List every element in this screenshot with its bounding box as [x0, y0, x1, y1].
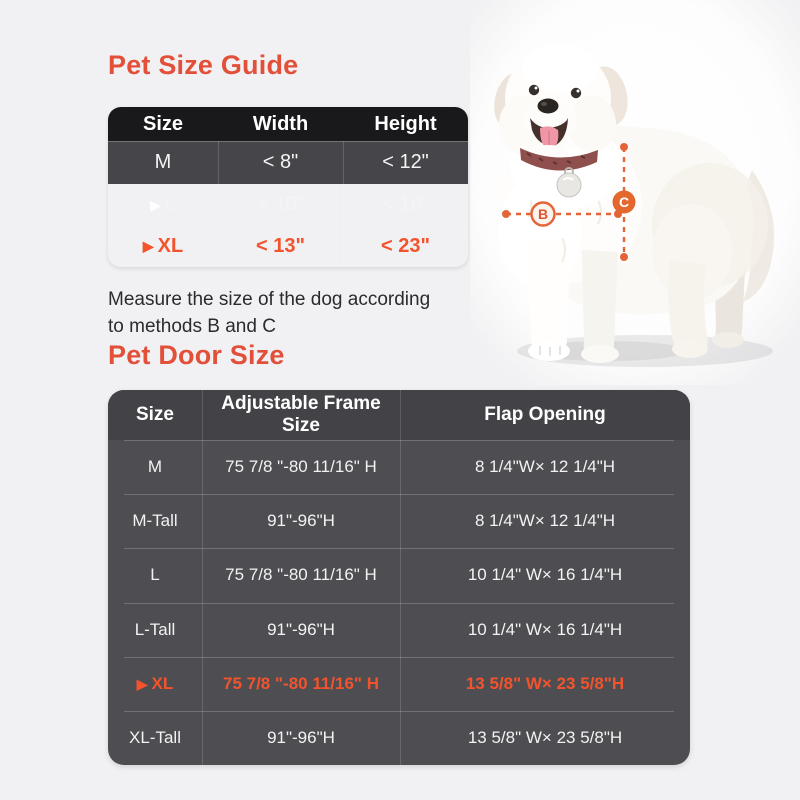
height-cell: < 16" — [382, 193, 429, 215]
size-value: XL — [151, 673, 174, 693]
size-cell: ▶ L — [108, 184, 218, 226]
header-width: Width — [252, 112, 309, 135]
width-cell: < 10" — [257, 193, 304, 215]
measure-c-label: C — [619, 194, 629, 210]
size-cell: M — [108, 440, 202, 494]
size-value: L-Tall — [134, 619, 176, 639]
table-row: ▶ L < 10" < 16" — [108, 184, 468, 226]
measure-b-label: B — [538, 206, 548, 222]
measure-note: Measure the size of the dog according to… — [108, 287, 488, 341]
flap-opening-cell: 10 1/4" W× 16 1/4"H — [467, 619, 623, 639]
column-divider — [218, 141, 219, 267]
measure-c-marker: C — [612, 143, 636, 261]
pet-size-guide-title: Pet Size Guide — [108, 50, 299, 80]
header-size: Size — [135, 404, 175, 425]
header-frame-size: Adjustable Frame Size — [221, 393, 381, 436]
header-height: Height — [374, 112, 437, 135]
size-value: L — [150, 565, 160, 585]
size-value: L — [164, 193, 176, 215]
flap-opening-cell: 13 5/8" W× 23 5/8"H — [467, 727, 623, 747]
dog-illustration: B C — [470, 0, 800, 385]
pet-door-table: Size Adjustable Frame Size Flap Opening … — [108, 390, 690, 765]
pet-size-table: Size Width Height M < 8" < 12" ▶ L < 10" … — [108, 107, 468, 267]
arrow-marker-icon: ▶ — [136, 675, 148, 692]
pet-door-table-body: M 75 7/8 "-80 11/16" H 8 1/4"W× 12 1/4"H… — [108, 440, 690, 765]
flap-opening-cell: 10 1/4" W× 16 1/4"H — [467, 565, 623, 585]
size-cell: ▶ XL — [108, 225, 218, 267]
table-row: ▶ XL 75 7/8 "-80 11/16" H 13 5/8" W× 23 5… — [108, 656, 690, 711]
header-size: Size — [142, 112, 184, 135]
column-divider — [343, 141, 344, 267]
frame-size-cell: 91"-96"H — [267, 619, 335, 639]
size-value: XL — [157, 234, 184, 257]
frame-size-cell: 75 7/8 "-80 11/16" H — [222, 673, 379, 693]
flap-opening-cell: 8 1/4"W× 12 1/4"H — [474, 511, 616, 531]
table-row: L 75 7/8 "-80 11/16" H 10 1/4" W× 16 1/4… — [108, 548, 690, 602]
table-row: M 75 7/8 "-80 11/16" H 8 1/4"W× 12 1/4"H — [108, 440, 690, 494]
frame-size-cell: 75 7/8 "-80 11/16" H — [225, 565, 377, 585]
header-flap-opening: Flap Opening — [484, 404, 606, 425]
size-cell: XL-Tall — [108, 711, 202, 765]
frame-size-cell: 91"-96"H — [267, 727, 335, 747]
dog-photo: B C — [470, 0, 800, 385]
frame-size-cell: 91"-96"H — [267, 511, 335, 531]
size-cell: L — [108, 548, 202, 602]
flap-opening-cell: 13 5/8" W× 23 5/8"H — [465, 673, 625, 693]
height-cell: < 12" — [382, 151, 429, 174]
measure-note-line1: Measure the size of the dog according — [108, 289, 431, 310]
table-row: ▶ XL < 13" < 23" — [108, 225, 468, 267]
width-cell: < 8" — [262, 151, 299, 174]
size-cell: M — [108, 142, 218, 184]
arrow-marker-icon: ▶ — [150, 196, 161, 213]
column-divider — [400, 390, 401, 765]
frame-size-cell: 75 7/8 "-80 11/16" H — [225, 457, 377, 477]
pet-door-size-title: Pet Door Size — [108, 340, 285, 370]
width-cell: < 13" — [256, 234, 305, 257]
pet-size-table-body: M < 8" < 12" ▶ L < 10" < 16" ▶ XL < 13" < … — [108, 141, 468, 267]
arrow-marker-icon: ▶ — [142, 238, 154, 255]
measure-note-line2: to methods B and C — [108, 315, 276, 337]
table-row: XL-Tall 91"-96"H 13 5/8" W× 23 5/8"H — [108, 710, 690, 765]
pet-size-table-header: Size Width Height — [108, 107, 468, 141]
table-row: L-Tall 91"-96"H 10 1/4" W× 16 1/4"H — [108, 602, 690, 657]
flap-opening-cell: 8 1/4"W× 12 1/4"H — [474, 457, 616, 477]
height-cell: < 23" — [381, 234, 430, 257]
table-row: M-Tall 91"-96"H 8 1/4"W× 12 1/4"H — [108, 494, 690, 548]
column-divider — [202, 390, 203, 765]
table-row: M < 8" < 12" — [108, 141, 468, 184]
size-cell: ▶ XL — [108, 657, 202, 711]
pet-door-table-header: Size Adjustable Frame Size Flap Opening — [108, 390, 690, 440]
size-value: XL-Tall — [129, 727, 181, 747]
size-cell: L-Tall — [108, 603, 202, 657]
size-cell: M-Tall — [108, 494, 202, 548]
size-value: M — [154, 151, 172, 174]
size-value: M-Tall — [132, 511, 178, 531]
size-value: M — [147, 457, 163, 477]
